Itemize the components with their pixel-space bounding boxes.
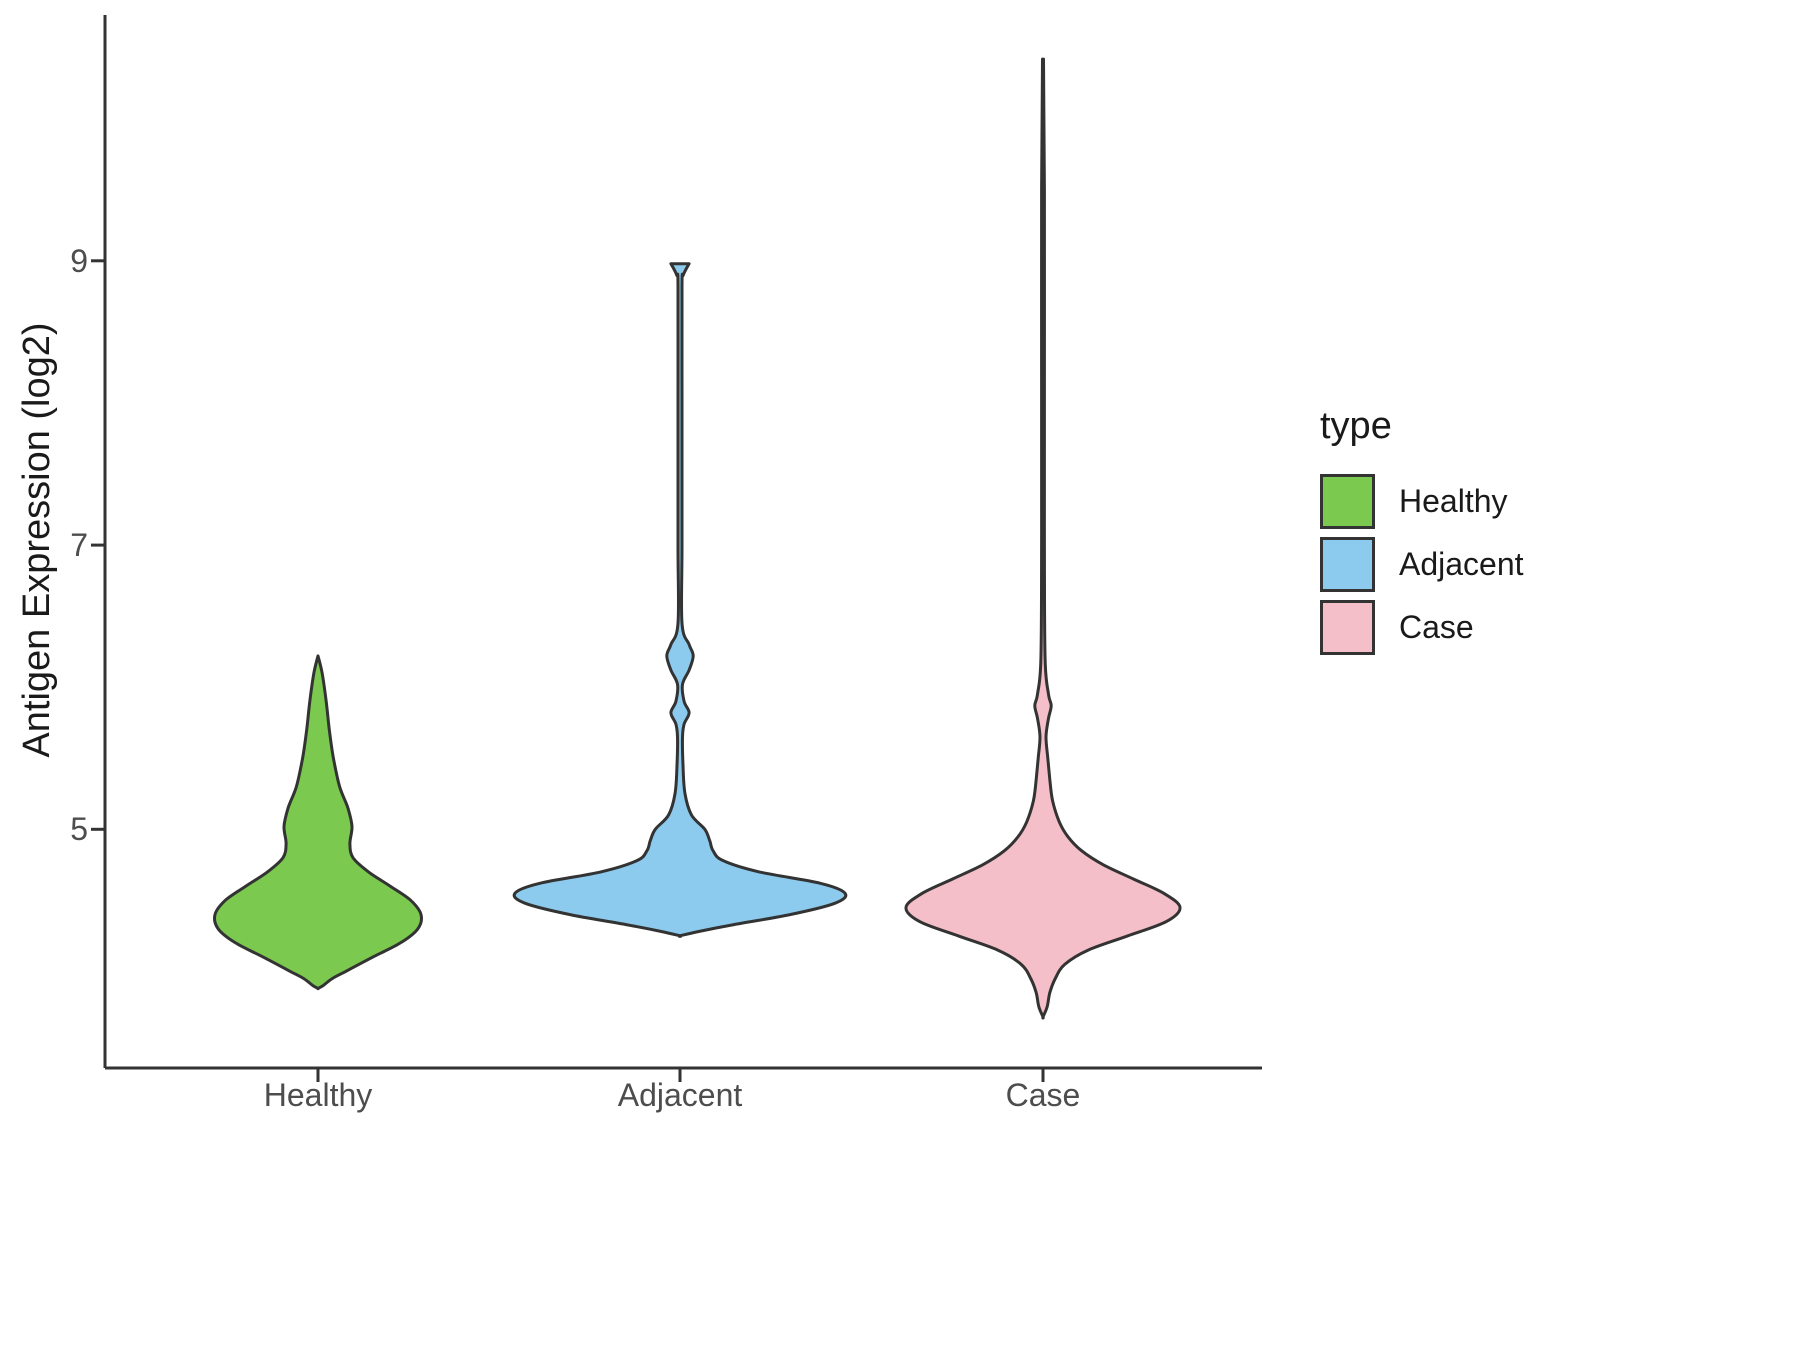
legend-swatch-healthy: [1320, 474, 1375, 529]
x-tick-label-case: Case: [1005, 1077, 1081, 1113]
legend-swatch-case: [1320, 600, 1375, 655]
legend: type Healthy Adjacent Case: [1320, 405, 1524, 663]
y-tick-label-7: 7: [70, 527, 88, 563]
y-tick-label-9: 9: [70, 243, 88, 279]
legend-title: type: [1320, 405, 1392, 447]
x-tick-label-healthy: Healthy: [263, 1077, 373, 1113]
legend-label-healthy: Healthy: [1399, 483, 1508, 519]
violin-healthy: [213, 654, 423, 991]
legend-item-case: Case: [1320, 600, 1524, 655]
x-tick-label-adjacent: Adjacent: [617, 1077, 743, 1113]
legend-item-healthy: Healthy: [1320, 474, 1524, 529]
legend-label-case: Case: [1399, 609, 1474, 645]
legend-item-adjacent: Adjacent: [1320, 537, 1524, 592]
violin-adjacent: [512, 262, 848, 938]
y-tick-label-5: 5: [70, 811, 88, 847]
legend-swatch-adjacent: [1320, 537, 1375, 592]
legend-label-adjacent: Adjacent: [1399, 546, 1524, 582]
violin-case: [904, 57, 1182, 1020]
